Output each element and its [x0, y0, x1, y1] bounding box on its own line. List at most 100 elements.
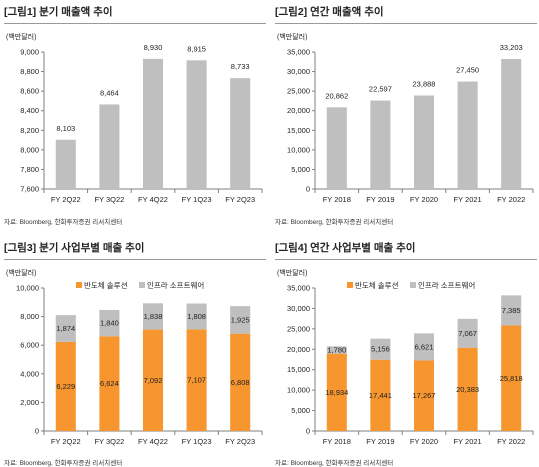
- data-label: 20,383: [456, 385, 479, 394]
- chart-plot: (백만달러) 0 2,000 4,000 6,000 8,000 10,000 FY 2Q22…: [6, 268, 263, 446]
- unit-label: (백만달러): [6, 268, 36, 277]
- legend-swatch: [76, 282, 82, 288]
- x-tick-label: FY 2018: [323, 437, 351, 446]
- chart-source: 자료: Bloomberg, 한화투자증권 리서치센터: [4, 460, 123, 467]
- bar: [99, 104, 120, 189]
- data-label: 1,838: [144, 312, 163, 321]
- data-label: 1,874: [56, 324, 75, 333]
- chart-title: [그림3] 분기 사업부별 매출 추이: [4, 242, 145, 254]
- data-label: 17,441: [369, 391, 392, 400]
- title-divider: [4, 23, 266, 24]
- x-tick-label: FY 2018: [323, 195, 351, 204]
- y-tick-label: 0: [306, 427, 310, 436]
- x-tick-label: FY 4Q22: [138, 195, 168, 204]
- data-label: 8,103: [56, 124, 75, 133]
- bar-segment-infrastructure: [501, 295, 522, 326]
- bar-segment-infrastructure: [370, 338, 391, 360]
- y-tick-label: 7,600: [20, 185, 39, 194]
- x-tick-label: FY 2020: [410, 437, 438, 446]
- data-label: 8,915: [187, 44, 206, 53]
- bar-segment-semiconductor: [501, 325, 522, 431]
- unit-label: (백만달러): [277, 268, 307, 277]
- chart-panel-quarterly-segment-revenue: [그림3] 분기 사업부별 매출 추이 (백만달러) 0 2,000 4,000 6,0…: [4, 240, 266, 467]
- y-tick-label: 8,000: [20, 312, 39, 321]
- x-tick-label: FY 2022: [497, 195, 525, 204]
- chart-plot: (백만달러) 0 5,000 10,000 15,000 20,000 25,000 30,0…: [277, 268, 534, 446]
- x-tick-label: FY 2Q23: [225, 437, 255, 446]
- data-label: 22,597: [369, 85, 392, 94]
- x-tick-label: FY 2020: [410, 195, 438, 204]
- chart-title: [그림1] 분기 매출액 추이: [4, 6, 113, 18]
- x-tick-label: FY 3Q22: [94, 437, 124, 446]
- x-tick-label: FY 3Q22: [94, 195, 124, 204]
- unit-label: (백만달러): [277, 32, 307, 41]
- data-label: 18,934: [325, 388, 348, 397]
- bar-segment-infrastructure: [99, 309, 120, 337]
- y-tick-label: 15,000: [287, 126, 310, 135]
- bar-segment-semiconductor: [142, 329, 164, 431]
- y-tick-label: 10,000: [287, 386, 310, 395]
- y-tick-label: 25,000: [287, 87, 310, 96]
- y-tick-label: 35,000: [287, 284, 310, 293]
- y-tick-label: 0: [35, 427, 39, 436]
- y-tick-label: 7,800: [20, 165, 39, 174]
- title-divider: [275, 259, 537, 260]
- y-tick-label: 8,000: [20, 145, 39, 154]
- bar: [413, 95, 435, 189]
- data-label: 6,808: [231, 378, 250, 387]
- bar-segment-infrastructure: [142, 303, 164, 330]
- data-label: 7,107: [187, 376, 206, 385]
- y-tick-label: 10,000: [287, 145, 310, 154]
- bar-segment-semiconductor: [457, 347, 478, 431]
- y-tick-label: 9,000: [20, 48, 39, 57]
- bar: [55, 139, 76, 189]
- y-tick-label: 35,000: [287, 48, 310, 57]
- data-label: 33,203: [500, 43, 523, 52]
- bar: [457, 81, 478, 189]
- y-tick-label: 6,000: [20, 341, 39, 350]
- bar: [501, 59, 522, 190]
- data-label: 7,385: [502, 306, 521, 315]
- bar: [326, 107, 347, 189]
- data-label: 23,888: [413, 79, 436, 88]
- y-tick-label: 20,000: [287, 345, 310, 354]
- bar-segment-semiconductor: [413, 360, 435, 431]
- x-tick-label: FY 2Q23: [225, 195, 255, 204]
- legend-swatch: [139, 282, 145, 288]
- x-tick-label: FY 2019: [366, 195, 394, 204]
- y-tick-label: 15,000: [287, 365, 310, 374]
- data-label: 6,624: [100, 379, 119, 388]
- y-tick-label: 5,000: [291, 165, 310, 174]
- legend-label: 인프라 소프트웨어: [147, 280, 204, 290]
- x-tick-label: FY 1Q23: [182, 437, 212, 446]
- chart-title: [그림2] 연간 매출액 추이: [275, 6, 384, 18]
- y-tick-label: 0: [306, 185, 310, 194]
- bar-segment-semiconductor: [370, 359, 391, 431]
- data-label: 8,733: [231, 62, 250, 71]
- y-tick-label: 8,400: [20, 106, 39, 115]
- data-label: 27,450: [456, 66, 479, 75]
- legend-swatch: [347, 282, 353, 288]
- title-divider: [4, 259, 266, 260]
- data-label: 1,780: [327, 346, 346, 355]
- chart-title: [그림4] 연간 사업부별 매출 추이: [275, 242, 416, 254]
- bar: [370, 100, 391, 189]
- chart-source: 자료: Bloomberg, 한화투자증권 리서치센터: [4, 219, 123, 226]
- bar: [142, 58, 164, 189]
- bar-segment-infrastructure: [186, 303, 207, 330]
- title-divider: [275, 23, 537, 24]
- bar-segment-semiconductor: [186, 329, 207, 431]
- bar-segment-semiconductor: [326, 353, 347, 431]
- y-tick-label: 2,000: [20, 398, 39, 407]
- y-tick-label: 5,000: [291, 406, 310, 415]
- bar-segment-infrastructure: [55, 315, 76, 342]
- x-tick-label: FY 2022: [497, 437, 525, 446]
- y-tick-label: 10,000: [16, 284, 39, 293]
- data-label: 17,267: [413, 391, 436, 400]
- chart-panel-annual-segment-revenue: [그림4] 연간 사업부별 매출 추이 (백만달러) 0 5,000 10,000 15…: [275, 240, 537, 467]
- bar-segment-infrastructure: [230, 306, 251, 334]
- data-label: 8,464: [100, 88, 119, 97]
- data-label: 8,930: [144, 43, 163, 52]
- data-label: 7,092: [144, 376, 163, 385]
- data-label: 1,925: [231, 315, 250, 324]
